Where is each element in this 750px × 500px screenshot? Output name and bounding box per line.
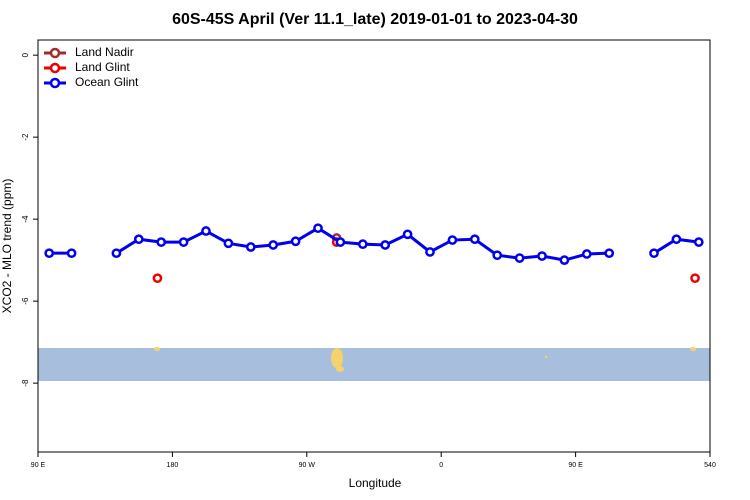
land-patch [336, 366, 344, 372]
point [604, 248, 615, 259]
land-patch [331, 348, 343, 368]
point [425, 247, 435, 257]
point [492, 250, 503, 261]
land-patch [154, 347, 160, 351]
legend-marker [49, 47, 61, 59]
map-strip [38, 347, 710, 381]
legend-label: Ocean Glint [75, 75, 139, 89]
chart-title: 60S-45S April (Ver 11.1_late) 2019-01-01… [172, 11, 578, 28]
point [152, 273, 163, 284]
point [335, 237, 346, 247]
point [514, 253, 525, 263]
legend-marker [49, 62, 61, 74]
ocean-band [38, 348, 710, 381]
x-tick-label: 540 [704, 462, 716, 469]
point [111, 248, 122, 259]
point [133, 234, 144, 245]
point [649, 248, 659, 259]
point [313, 223, 323, 234]
point [469, 234, 480, 245]
point [201, 226, 211, 236]
y-tick-label: -2 [21, 133, 30, 141]
land-patch [544, 355, 548, 359]
y-tick-label: -8 [21, 379, 30, 387]
point [693, 237, 704, 247]
x-tick-label: 90 W [299, 462, 316, 469]
plot-frame [37, 39, 711, 453]
legend-marker [49, 77, 61, 89]
point [402, 229, 413, 240]
point [447, 235, 458, 245]
point [156, 237, 167, 247]
y-tick-label: -4 [21, 215, 30, 223]
x-tick-label: 0 [439, 462, 443, 469]
x-tick-label: 90 E [568, 462, 583, 469]
x-axis-label: Longitude [349, 476, 402, 490]
legend-label: Land Nadir [75, 45, 134, 59]
legend-label: Land Glint [75, 60, 130, 74]
point [268, 240, 279, 250]
point [245, 242, 256, 252]
y-tick-label: -6 [21, 297, 30, 305]
point [44, 248, 55, 259]
y-axis-label: XCO2 - MLO trend (ppm) [0, 179, 14, 314]
point [357, 239, 368, 250]
point [178, 237, 189, 247]
point [581, 249, 592, 259]
land-patch [690, 347, 696, 351]
point [223, 238, 234, 249]
point [559, 255, 570, 265]
y-tick-label: 0 [21, 52, 30, 57]
point [537, 251, 547, 261]
x-tick-label: 90 E [31, 462, 46, 469]
point [380, 240, 391, 250]
point [290, 236, 301, 247]
point [690, 273, 700, 284]
point [66, 248, 77, 259]
point [671, 234, 682, 245]
x-tick-label: 180 [167, 462, 179, 469]
